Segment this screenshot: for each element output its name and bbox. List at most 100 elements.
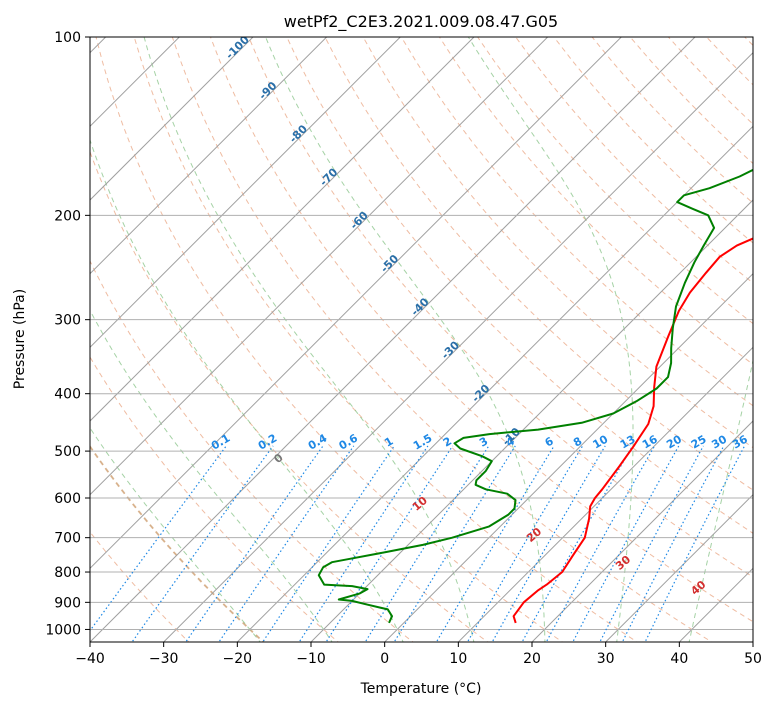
moist-adiabat-label: 0 <box>271 451 285 466</box>
mixing-ratio-label: 0.4 <box>306 431 330 452</box>
x-tick-label: 20 <box>523 651 541 667</box>
dry-adiabat <box>210 37 753 623</box>
mixing-ratio-line <box>262 445 395 642</box>
moist-adiabat-label: 40 <box>688 578 708 598</box>
mixing-ratio-line <box>545 445 656 642</box>
mixing-ratio-line <box>491 445 606 642</box>
y-tick-label: 900 <box>54 595 81 611</box>
dry-adiabat <box>668 37 753 125</box>
moist-adiabat <box>143 37 475 642</box>
isotherm-line <box>90 37 328 275</box>
y-tick-label: 300 <box>54 313 81 329</box>
dry-adiabat <box>477 37 753 325</box>
isotherm-line <box>604 493 753 642</box>
isotherm-label: -10 <box>500 425 523 448</box>
isotherm-label: -20 <box>469 382 492 405</box>
dry-adiabat <box>438 37 753 366</box>
y-tick-label: 200 <box>54 208 81 224</box>
moist-adiabat <box>467 37 634 642</box>
isotherm-line <box>90 37 696 642</box>
dry-adiabat <box>744 37 753 47</box>
x-tick-label: 10 <box>449 651 467 667</box>
dry-adiabat <box>591 37 753 204</box>
isotherm-label: -30 <box>439 338 462 361</box>
mixing-ratio-line <box>466 445 584 642</box>
isotherm-line <box>383 272 753 642</box>
isotherm-line <box>90 37 181 128</box>
moist-adiabat-label: 10 <box>410 494 430 514</box>
dry-adiabat <box>171 37 713 642</box>
axes: −40 −30 −20 −10 0 10 20 30 40 5010020030040050060… <box>45 30 762 667</box>
isotherm-line <box>90 37 402 349</box>
x-tick-label: 40 <box>670 651 688 667</box>
mixing-ratio-label: 30 <box>709 432 729 451</box>
x-tick-label: 30 <box>597 651 615 667</box>
isotherm-label: -40 <box>408 295 431 318</box>
moist-adiabat-label: 30 <box>613 553 633 573</box>
y-tick-label: 700 <box>54 531 81 547</box>
isotherm-line <box>90 37 549 496</box>
dry-adiabat <box>133 37 638 642</box>
dry-adiabat <box>515 37 753 284</box>
isotherm-line <box>90 37 254 201</box>
mixing-ratio-line <box>131 445 274 642</box>
moist-adiabat <box>90 138 404 642</box>
dry-adiabat <box>553 37 753 244</box>
isotherm-line <box>90 37 623 570</box>
x-tick-label: −20 <box>223 651 253 667</box>
dry-adiabat <box>90 445 265 642</box>
isotherm-label: -50 <box>378 252 401 275</box>
moist-adiabat <box>90 427 261 642</box>
x-tick-label: −30 <box>149 651 179 667</box>
x-tick-label: −40 <box>75 651 105 667</box>
moist-adiabat <box>90 309 333 642</box>
y-tick-label: 100 <box>54 30 81 46</box>
y-tick-label: 1000 <box>45 622 81 638</box>
y-tick-label: 600 <box>54 491 81 507</box>
moist-adiabat <box>265 37 546 642</box>
mixing-ratio-label: 2 <box>441 435 454 450</box>
mixing-ratio-line <box>572 445 680 642</box>
isotherm-line <box>678 567 753 642</box>
dry-adiabat <box>362 37 753 449</box>
dry-adiabat <box>90 150 489 642</box>
mixing-ratio-line <box>185 445 324 642</box>
moist-adiabat <box>688 358 753 642</box>
mixing-ratio-label: 1.5 <box>411 432 434 453</box>
chart-title: wetPf2_C2E3.2021.009.08.47.G05 <box>284 12 558 32</box>
mixing-ratio-label: 25 <box>689 433 709 452</box>
y-tick-label: 800 <box>54 565 81 581</box>
plot-area: 0.1 0.2 0.4 0.6 1 1.5 2 3 4 6 8 10 13 16 20 25 30 36-100-… <box>90 37 753 642</box>
y-axis-title: Pressure (hPa) <box>12 289 28 389</box>
mixing-ratio-label: 6 <box>543 434 556 449</box>
x-tick-label: −10 <box>296 651 326 667</box>
dry-adiabat <box>90 444 266 642</box>
dewpoint-profile <box>317 168 753 624</box>
isotherm-label: -70 <box>317 165 340 188</box>
x-tick-label: 50 <box>744 651 762 667</box>
y-tick-label: 500 <box>54 444 81 460</box>
dry-adiabat <box>248 37 753 578</box>
mixing-ratio-line <box>298 445 429 642</box>
mixing-ratio-label: 20 <box>664 432 684 451</box>
plot-frame <box>89 36 754 643</box>
mixing-ratio-label: 16 <box>640 432 660 451</box>
mixing-ratio-line <box>218 445 355 642</box>
isotherm-line <box>457 346 753 642</box>
mixing-ratio-line <box>393 445 516 642</box>
dry-adiabat <box>95 37 564 642</box>
temperature-profile <box>512 237 753 624</box>
isotherm-line <box>752 641 753 642</box>
mixing-ratio-label: 10 <box>591 432 611 451</box>
x-axis-title: Temperature (°C) <box>360 681 482 697</box>
y-tick-label: 400 <box>54 387 81 403</box>
isotherm-label: -90 <box>256 79 279 102</box>
isotherm-label: -60 <box>348 209 371 232</box>
x-tick-label: 0 <box>380 651 389 667</box>
isotherm-line <box>310 199 753 642</box>
isotherm-line <box>162 51 753 642</box>
isotherm-line <box>90 37 475 422</box>
mixing-ratio-line <box>364 445 490 642</box>
isotherm-line <box>236 125 753 642</box>
